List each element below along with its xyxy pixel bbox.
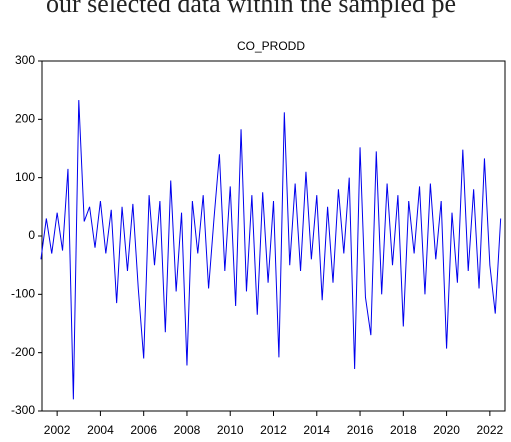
- y-tick-label: -200: [11, 345, 35, 359]
- y-tick-label: 100: [15, 170, 35, 184]
- chart-title: CO_PRODD: [237, 39, 305, 53]
- y-tick-label: -300: [11, 403, 35, 417]
- x-tick-label: 2022: [477, 423, 504, 437]
- y-tick-label: 200: [15, 112, 35, 126]
- x-tick-label: 2020: [433, 423, 460, 437]
- x-tick-label: 2006: [130, 423, 157, 437]
- x-tick-label: 2018: [390, 423, 417, 437]
- x-tick-label: 2010: [217, 423, 244, 437]
- y-tick-label: 0: [28, 228, 35, 242]
- x-tick-label: 2014: [303, 423, 330, 437]
- x-tick-label: 2012: [260, 423, 287, 437]
- x-tick-label: 2008: [174, 423, 201, 437]
- x-tick-label: 2004: [87, 423, 114, 437]
- data-line: [40, 100, 502, 400]
- x-tick-label: 2002: [44, 423, 71, 437]
- y-tick-label: 300: [15, 53, 35, 67]
- x-tick-label: 2016: [347, 423, 374, 437]
- plot-frame: [41, 60, 506, 412]
- y-tick-label: -100: [11, 287, 35, 301]
- header-text: our selected data within the sampled pe: [46, 0, 456, 18]
